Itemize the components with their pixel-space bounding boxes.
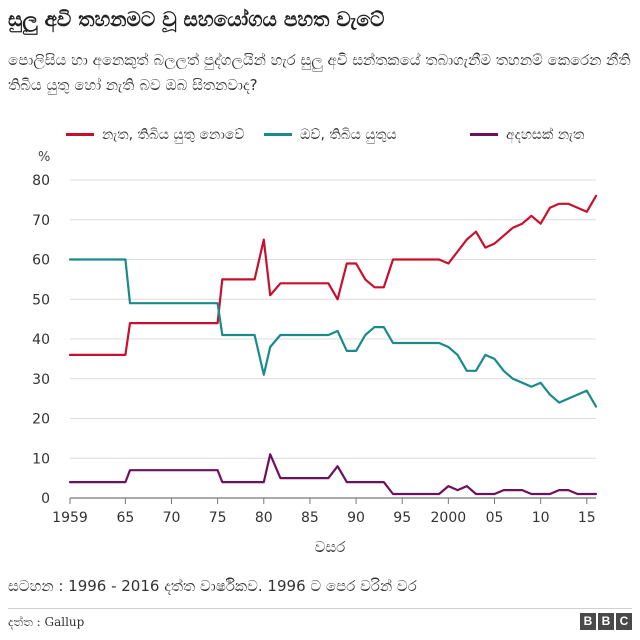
x-tick-label: 65: [116, 510, 134, 526]
y-axis-ticks: 0 10 20 30 40 50 60 70 80: [32, 173, 50, 507]
series-line-no-opinion: [68, 453, 598, 496]
y-tick-label: 20: [32, 412, 50, 428]
y-tick-label: 40: [32, 332, 50, 348]
x-tick-label: 70: [163, 510, 181, 526]
x-axis-label: වසර: [315, 538, 346, 556]
x-tick-label: 10: [532, 510, 550, 526]
y-tick-label: 50: [32, 292, 50, 308]
source-credit: දත්ත : Gallup: [8, 615, 85, 629]
chart-title: සුලු අවි තහනමට වූ සහයෝගය පහත වැටේ: [8, 7, 385, 31]
x-tick-label: 90: [347, 510, 365, 526]
x-tick-label: 1959: [52, 510, 88, 526]
legend-item-no-opinion: අදහසක් නැත: [470, 124, 636, 146]
y-tick-label: 10: [32, 451, 50, 467]
x-tick-label: 05: [486, 510, 504, 526]
bbc-logo: B B C: [580, 613, 632, 630]
legend-swatch-no: [66, 133, 94, 136]
series-line-no: [68, 194, 598, 356]
bbc-logo-letter: C: [616, 613, 632, 630]
line-chart: 0 10 20 30 40 50 60 70 80 1959 65 70 75 80 85 90 95 2000…: [32, 150, 598, 556]
bbc-logo-letter: B: [580, 613, 596, 630]
x-tick-label: 80: [255, 510, 273, 526]
y-axis-label: %: [38, 150, 50, 165]
legend-label-no: නැත, තිබිය යුතු නොවේ: [102, 127, 245, 143]
x-axis-ticks: 1959 65 70 75 80 85 90 95 2000 05 10 15: [52, 498, 596, 526]
gridlines: [70, 179, 596, 499]
bbc-logo-letter: B: [598, 613, 614, 630]
legend-label-yes: ඔව්, තිබිය යුතුය: [300, 127, 397, 143]
y-tick-label: 0: [41, 491, 50, 507]
legend-label-no-opinion: අදහසක් නැත: [506, 127, 585, 143]
legend-item-no: නැත, තිබිය යුතු නොවේ: [66, 124, 256, 146]
legend-swatch-no-opinion: [470, 133, 498, 136]
y-tick-label: 80: [32, 173, 50, 189]
footer-divider: [8, 608, 632, 609]
x-tick-label: 15: [578, 510, 596, 526]
legend-swatch-yes: [264, 133, 292, 136]
y-tick-label: 30: [32, 372, 50, 388]
y-tick-label: 70: [32, 213, 50, 229]
x-tick-label: 85: [301, 510, 319, 526]
y-tick-label: 60: [32, 253, 50, 269]
series-lines: [68, 194, 598, 496]
x-tick-label: 95: [393, 510, 411, 526]
x-tick-label: 2000: [431, 510, 467, 526]
x-tick-label: 75: [209, 510, 227, 526]
series-line-yes: [68, 258, 598, 408]
legend-item-yes: ඔව්, තිබිය යුතුය: [264, 124, 464, 146]
footnote: සටහන : 1996 - 2016 දත්ත වාර්ෂිකව. 1996 ට…: [8, 577, 417, 595]
chart-subtitle: පොලිසිය හා අනෙකුත් බලලත් පුද්ගලයින් හැර …: [8, 51, 631, 94]
